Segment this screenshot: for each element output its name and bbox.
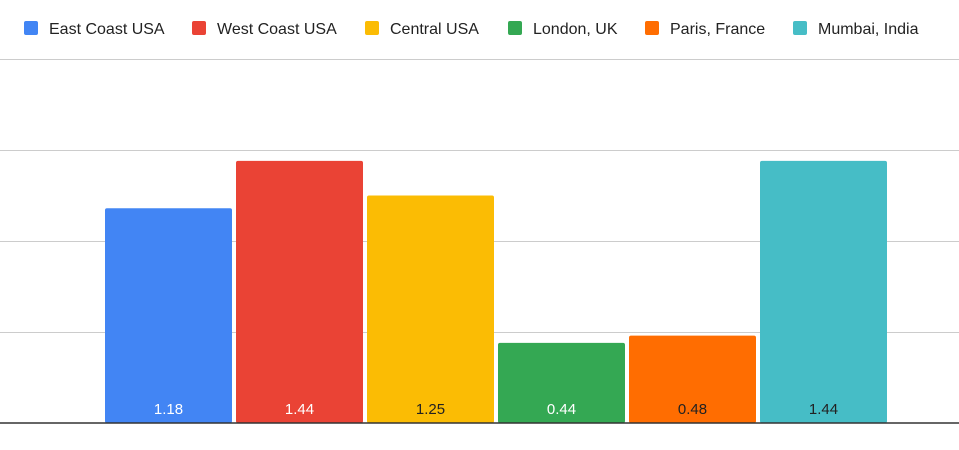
legend-item: West Coast USA xyxy=(192,21,337,38)
legend-item: East Coast USA xyxy=(24,21,165,38)
bar-west-coast-usa xyxy=(236,160,363,424)
bar-central-usa xyxy=(367,195,494,423)
bar-east-coast-usa xyxy=(105,208,232,423)
legend-swatch xyxy=(645,21,659,35)
legend-label: Paris, France xyxy=(670,21,765,38)
bar-london-uk xyxy=(498,342,625,423)
value-labels: 1.18 1.44 1.25 0.44 0.48 1.44 xyxy=(154,401,838,418)
legend-swatch xyxy=(793,21,807,35)
legend-swatch xyxy=(508,21,522,35)
legend-swatch xyxy=(192,21,206,35)
legend-label: Mumbai, India xyxy=(818,21,919,38)
data-label: 1.18 xyxy=(154,401,183,418)
legend-label: Central USA xyxy=(390,21,479,38)
legend-swatch xyxy=(24,21,38,35)
data-label: 1.44 xyxy=(285,401,314,418)
bar-mumbai-india xyxy=(760,160,887,424)
bar-paris-france xyxy=(629,335,756,423)
legend-item: Paris, France xyxy=(645,21,765,38)
legend-label: West Coast USA xyxy=(217,21,337,38)
legend-item: London, UK xyxy=(508,21,618,38)
data-label: 1.44 xyxy=(809,401,838,418)
legend-label: London, UK xyxy=(533,21,618,38)
legend-label: East Coast USA xyxy=(49,21,165,38)
legend-swatch xyxy=(365,21,379,35)
legend-item: Central USA xyxy=(365,21,479,38)
legend-item: Mumbai, India xyxy=(793,21,919,38)
data-label: 0.48 xyxy=(678,401,707,418)
bars xyxy=(105,160,887,424)
data-label: 0.44 xyxy=(547,401,576,418)
data-label: 1.25 xyxy=(416,401,445,418)
legend: East Coast USA West Coast USA Central USA L… xyxy=(24,21,919,38)
